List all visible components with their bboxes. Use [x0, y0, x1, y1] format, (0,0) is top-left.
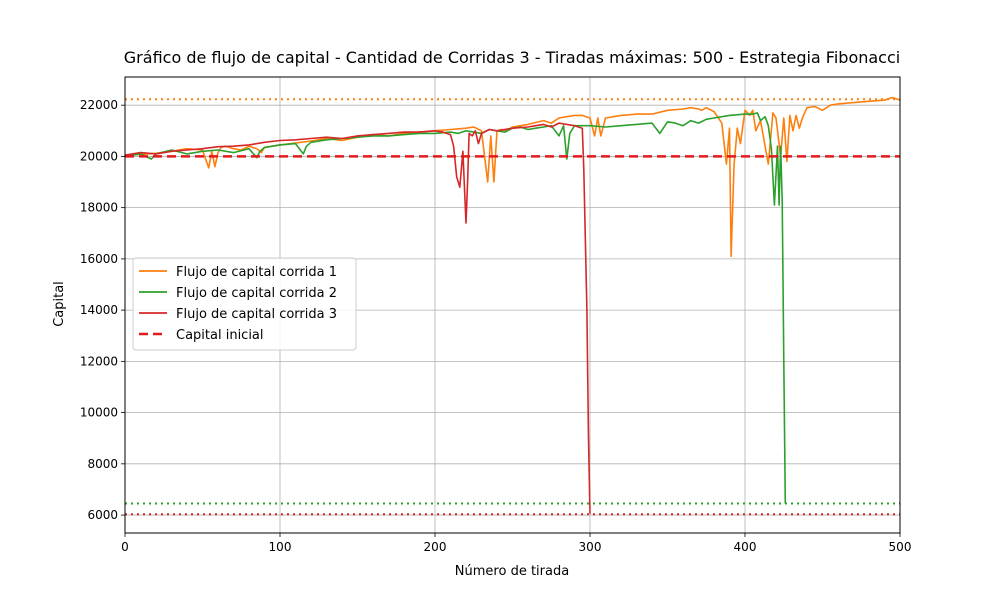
chart-title: Gráfico de flujo de capital - Cantidad d… — [124, 48, 900, 67]
series-line-1 — [124, 96, 901, 258]
x-axis-label: Número de tirada — [455, 564, 569, 579]
x-tick-label: 0 — [121, 540, 129, 554]
x-tick-label: 500 — [889, 540, 912, 554]
x-tick-label: 200 — [424, 540, 447, 554]
x-tick-label: 400 — [734, 540, 757, 554]
grid-lines — [124, 77, 901, 533]
y-tick-label: 16000 — [80, 252, 118, 266]
y-tick-label: 22000 — [80, 98, 118, 112]
y-tick-label: 12000 — [80, 354, 118, 368]
series-line-3 — [124, 122, 591, 514]
legend: Flujo de capital corrida 1 Flujo de capit… — [132, 257, 357, 351]
x-tick-label: 100 — [269, 540, 292, 554]
y-tick-label: 6000 — [87, 508, 118, 522]
axes: 0 100 200 300 400 500 6000 8000 10000 12000 14000 1… — [80, 98, 912, 554]
series-line-2 — [124, 112, 787, 504]
legend-label: Capital inicial — [176, 328, 264, 343]
x-tick-label: 300 — [579, 540, 602, 554]
plot-data — [124, 96, 901, 516]
legend-label: Flujo de capital corrida 2 — [176, 286, 337, 301]
y-tick-label: 8000 — [87, 457, 118, 471]
legend-box — [132, 257, 357, 351]
y-tick-label: 10000 — [80, 406, 118, 420]
plot-frame — [124, 76, 901, 534]
y-tick-label: 20000 — [80, 149, 118, 163]
y-tick-label: 14000 — [80, 303, 118, 317]
legend-label: Flujo de capital corrida 1 — [176, 265, 337, 280]
y-tick-label: 18000 — [80, 201, 118, 215]
y-axis-label: Capital — [52, 281, 67, 327]
legend-label: Flujo de capital corrida 3 — [176, 307, 337, 322]
